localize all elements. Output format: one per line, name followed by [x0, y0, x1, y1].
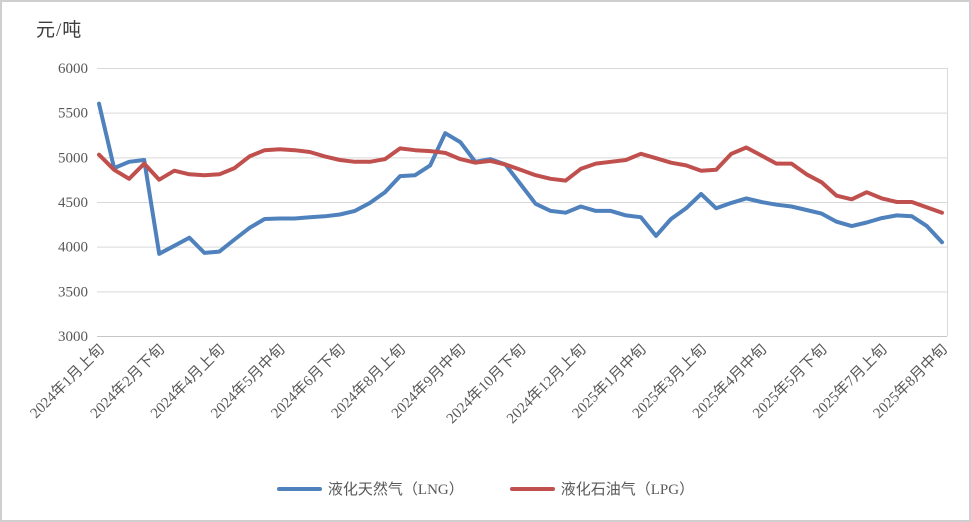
y-tick-label: 4500 [58, 195, 88, 211]
y-tick-label: 5000 [58, 150, 88, 166]
legend-label-lng: 液化天然气（LNG） [327, 482, 464, 498]
y-tick-label: 6000 [58, 61, 88, 77]
y-tick-label: 3000 [58, 329, 88, 345]
y-tick-label: 3500 [58, 284, 88, 300]
series-line-lpg [97, 145, 944, 215]
legend-item-lpg: 液化石油气（LPG） [509, 478, 695, 499]
y-tick-label: 5500 [58, 106, 88, 122]
lng-line-swatch-icon [276, 486, 322, 491]
lpg-line-swatch-icon [509, 486, 555, 491]
y-axis-unit-title: 元/吨 [36, 20, 83, 41]
y-tick-label: 4000 [58, 240, 88, 256]
legend-label-lpg: 液化石油气（LPG） [560, 482, 695, 498]
chart-legend: 液化天然气（LNG） 液化石油气（LPG） [2, 478, 969, 499]
series-line-lng [97, 101, 944, 256]
legend-item-lng: 液化天然气（LNG） [276, 478, 464, 499]
